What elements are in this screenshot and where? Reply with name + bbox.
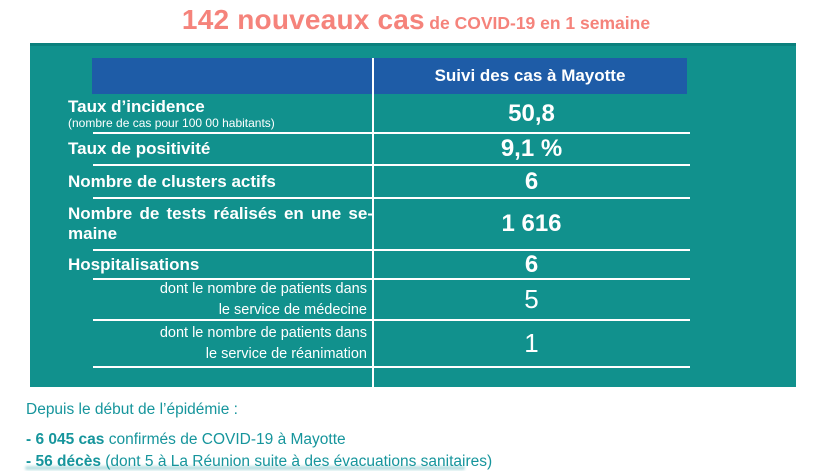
table-row-positivity: Taux de positivité 9,1 % bbox=[68, 134, 690, 166]
table-row-clusters: Nombre de clusters actifs 6 bbox=[68, 166, 690, 199]
row-label-line1: Nombre de tests réalisés en une se- bbox=[68, 204, 373, 223]
row-value-cell: 9,1 % bbox=[373, 134, 690, 164]
row-label: Nombre de tests réalisés en une se-maine bbox=[68, 204, 373, 244]
row-value: 50,8 bbox=[508, 99, 555, 127]
row-value-cell: 1 bbox=[373, 321, 690, 366]
table-header-bar: Suivi des cas à Mayotte bbox=[92, 58, 687, 94]
row-label: Taux de positivité bbox=[68, 139, 211, 158]
table-row-hospitalisations: Hospitalisations 6 bbox=[68, 251, 690, 280]
row-value-cell: 1 616 bbox=[373, 199, 690, 249]
row-value: 1 bbox=[524, 328, 539, 358]
row-label-cell: Nombre de tests réalisés en une se-maine bbox=[68, 199, 373, 249]
cropped-text-artifact bbox=[25, 466, 465, 470]
row-value: 1 616 bbox=[501, 210, 562, 237]
row-label-cell: Taux d’incidence (nombre de cas pour 100… bbox=[68, 95, 373, 132]
row-label-cell: Taux de positivité bbox=[68, 134, 373, 164]
row-label: Nombre de clusters actifs bbox=[68, 171, 276, 191]
row-label: dont le nombre de patients dans le servi… bbox=[159, 324, 367, 362]
row-value-cell: 50,8 bbox=[373, 95, 690, 132]
table-row-medicine-ward: dont le nombre de patients dans le servi… bbox=[93, 280, 690, 321]
row-value: 9,1 % bbox=[500, 135, 563, 162]
row-label-cell: Nombre de clusters actifs bbox=[68, 166, 373, 197]
table-row-tests: Nombre de tests réalisés en une se-maine… bbox=[68, 199, 690, 251]
row-label-cell: Hospitalisations bbox=[68, 251, 373, 278]
row-value-cell: 6 bbox=[373, 166, 690, 197]
row-label: dont le nombre de patients dans le servi… bbox=[159, 280, 367, 318]
title-subtitle: de COVID-19 en 1 semaine bbox=[429, 13, 651, 33]
row-value: 6 bbox=[524, 167, 539, 195]
row-label: Hospitalisations bbox=[68, 254, 200, 274]
table-row-incidence: Taux d’incidence (nombre de cas pour 100… bbox=[68, 95, 690, 134]
footer-item-lead: - 56 décès bbox=[26, 453, 101, 470]
row-value-cell: 5 bbox=[373, 280, 690, 319]
footer-item-lead: - 6 045 cas bbox=[26, 431, 105, 448]
footer-item-confirmed-cases: - 6 045 cas confirmés de COVID-19 à Mayo… bbox=[26, 429, 492, 451]
table-header-title: Suivi des cas à Mayotte bbox=[434, 66, 626, 85]
footer-item-deaths: - 56 décès (dont 5 à La Réunion suite à … bbox=[26, 451, 492, 471]
row-label-cell: dont le nombre de patients dans le servi… bbox=[93, 321, 373, 366]
footer-item-rest: (dont 5 à La Réunion suite à des évacuat… bbox=[100, 453, 493, 470]
column-divider-line bbox=[372, 58, 374, 390]
row-sublabel: (nombre de cas pour 100 00 habitants) bbox=[68, 116, 275, 130]
table-row-icu-ward: dont le nombre de patients dans le servi… bbox=[93, 321, 690, 368]
row-label-line2: maine bbox=[68, 224, 118, 243]
row-value-cell: 6 bbox=[373, 251, 690, 278]
footer-item-rest: confirmés de COVID-19 à Mayotte bbox=[104, 431, 346, 448]
row-label-cell: dont le nombre de patients dans le servi… bbox=[93, 280, 373, 319]
footer-summary: Depuis le début de l’épidémie : - 6 045 … bbox=[26, 400, 492, 471]
row-value: 6 bbox=[524, 250, 539, 278]
stats-table: Taux d’incidence (nombre de cas pour 100… bbox=[68, 95, 690, 368]
row-value: 5 bbox=[524, 284, 539, 314]
page-title: 142 nouveaux cas de COVID-19 en 1 semain… bbox=[0, 2, 832, 43]
stats-panel: Suivi des cas à Mayotte Taux d’incidence… bbox=[30, 43, 796, 390]
row-label: Taux d’incidence bbox=[68, 97, 205, 116]
footer-intro: Depuis le début de l’épidémie : bbox=[26, 401, 238, 418]
title-new-cases: 142 nouveaux cas bbox=[181, 4, 425, 35]
